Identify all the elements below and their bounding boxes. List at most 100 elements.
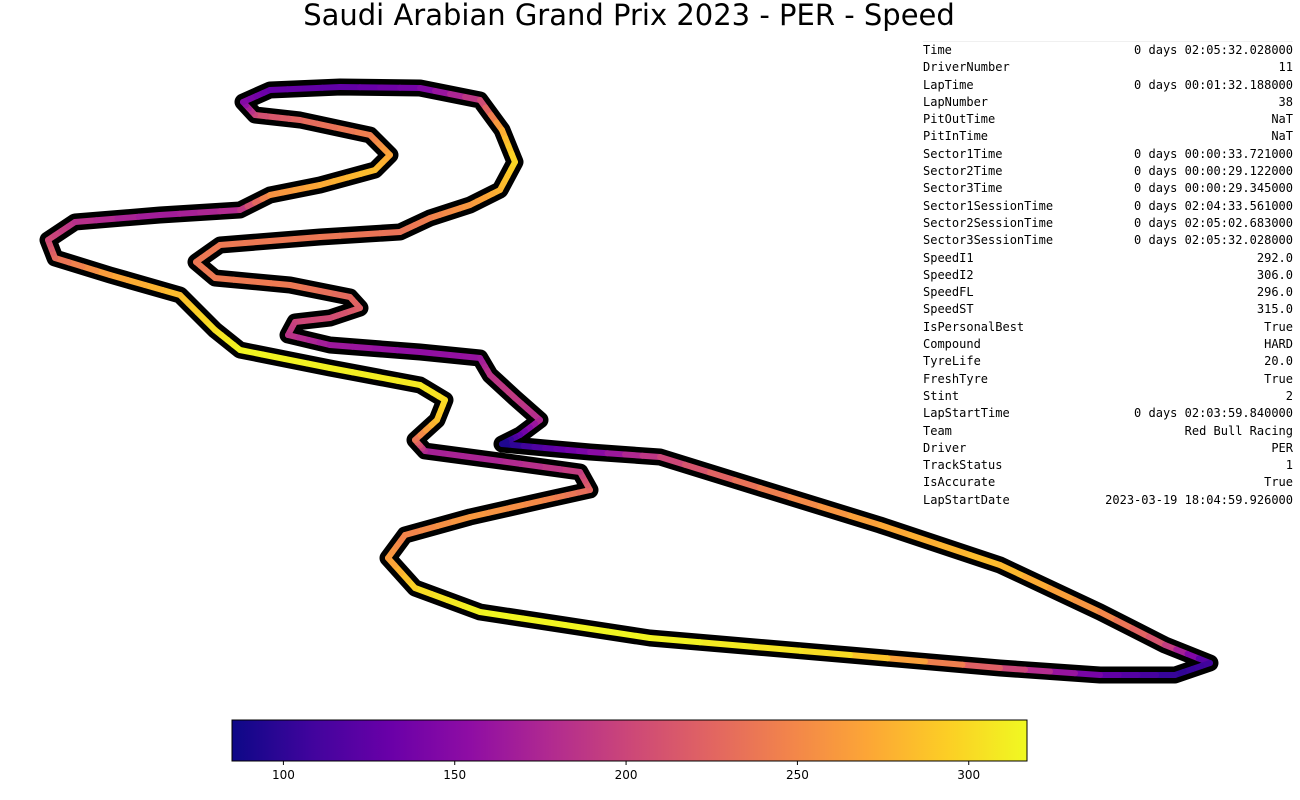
track-segment	[357, 230, 383, 238]
info-row: Team Red Bull Racing	[923, 423, 1293, 440]
info-key: Sector2SessionTime	[923, 215, 1054, 230]
info-value: True	[1264, 319, 1293, 334]
info-key: LapStartTime	[923, 406, 1010, 421]
track-segment	[1072, 597, 1103, 615]
info-value: HARD	[1264, 337, 1293, 352]
track-segment	[394, 377, 423, 388]
info-row: LapTime 0 days 00:01:32.188000	[923, 77, 1293, 94]
track-segment	[1145, 633, 1168, 648]
track-segment	[877, 522, 913, 538]
info-row: Sector1Time 0 days 00:00:33.721000	[923, 146, 1293, 163]
track-segment	[847, 652, 891, 662]
track-segment	[797, 647, 853, 658]
info-key: PitOutTime	[923, 112, 996, 127]
info-key: Sector2Time	[923, 164, 1003, 179]
track-segment	[72, 217, 100, 225]
track-segment	[292, 234, 323, 242]
track-segment	[519, 615, 568, 628]
track-segment	[124, 277, 148, 288]
track-segment	[422, 448, 447, 457]
lap-info-table: Time 0 days 02:05:32.028000 DriverNumber 11…	[923, 41, 1293, 509]
track-segment	[707, 469, 738, 484]
info-key: PitInTime	[923, 129, 989, 144]
track-segment	[249, 278, 275, 287]
track-segment	[197, 208, 223, 216]
info-row: TyreLife 20.0	[923, 353, 1293, 370]
track-segment	[349, 369, 378, 380]
info-value: 38	[1278, 94, 1293, 109]
track-segment	[499, 438, 510, 447]
info-row: IsPersonalBest True	[923, 319, 1293, 336]
info-row: PitOutTime NaT	[923, 111, 1293, 128]
info-value: NaT	[1271, 129, 1293, 144]
track-segment	[504, 501, 530, 512]
info-key: Team	[923, 423, 952, 438]
info-row: SpeedFL 296.0	[923, 284, 1293, 301]
track-segment	[1113, 617, 1136, 632]
info-key: Sector3Time	[923, 181, 1003, 196]
track-segment	[657, 454, 688, 468]
track-segment	[682, 461, 713, 476]
track-segment	[1022, 573, 1053, 592]
track-segment	[217, 240, 248, 248]
info-row: Sector3SessionTime 0 days 02:05:32.028000	[923, 232, 1293, 249]
info-value: 0 days 02:05:02.683000	[1134, 215, 1293, 230]
info-row: SpeedI1 292.0	[923, 250, 1293, 267]
track-segment	[157, 210, 183, 218]
track-segment	[107, 272, 131, 283]
info-key: LapNumber	[923, 94, 989, 109]
info-row: Sector1SessionTime 0 days 02:04:33.561000	[923, 198, 1293, 215]
track-segment	[282, 356, 311, 367]
info-key: SpeedST	[923, 302, 974, 317]
info-value: 11	[1278, 60, 1293, 75]
info-row: Compound HARD	[923, 336, 1293, 353]
track-segment	[304, 360, 333, 371]
info-key: IsPersonalBest	[923, 319, 1025, 334]
track-segment	[523, 497, 548, 508]
track-segment	[230, 276, 256, 285]
info-key: TyreLife	[923, 354, 981, 369]
track-segment	[847, 512, 883, 528]
info-key: Stint	[923, 388, 960, 403]
track-segment	[967, 552, 1003, 568]
track-segment	[317, 232, 343, 240]
track-segment	[377, 229, 403, 237]
info-value: 1	[1285, 458, 1293, 473]
info-value: 0 days 00:00:33.721000	[1134, 146, 1293, 161]
info-value: 0 days 02:05:32.028000	[1134, 233, 1293, 248]
info-value: 315.0	[1256, 302, 1293, 317]
track-segment	[959, 661, 1003, 671]
track-segment	[349, 343, 378, 352]
info-value: 2023-03-19 18:04:59.926000	[1105, 492, 1293, 507]
info-value: NaT	[1271, 112, 1293, 127]
info-value: Red Bull Racing	[1184, 423, 1293, 438]
info-value: 20.0	[1264, 354, 1293, 369]
track-segment	[459, 453, 485, 462]
track-segment	[327, 365, 356, 376]
info-row: LapNumber 38	[923, 94, 1293, 111]
info-row: LapStartTime 0 days 02:03:59.840000	[923, 405, 1293, 422]
info-row: SpeedI2 306.0	[923, 267, 1293, 284]
info-value: 296.0	[1256, 285, 1293, 300]
track-segment	[1047, 668, 1078, 677]
track-segment	[697, 639, 753, 650]
info-key: LapTime	[923, 77, 974, 92]
track-segment	[1072, 670, 1103, 678]
info-value: 0 days 02:05:32.028000	[1134, 43, 1293, 57]
info-key: Sector3SessionTime	[923, 233, 1054, 248]
info-row: Time 0 days 02:05:32.028000	[923, 42, 1293, 59]
track-segment	[907, 532, 943, 548]
track-segment	[93, 215, 121, 224]
track-segment	[884, 655, 928, 665]
info-row: DriverNumber 11	[923, 59, 1293, 76]
info-key: DriverNumber	[923, 60, 1010, 75]
track-segment	[557, 466, 583, 475]
track-segment	[372, 373, 401, 384]
info-value: 0 days 00:00:29.122000	[1134, 164, 1293, 179]
info-row: SpeedST 315.0	[923, 301, 1293, 318]
track-segment	[142, 282, 166, 293]
info-row: Sector2Time 0 days 00:00:29.122000	[923, 163, 1293, 180]
track-segment	[217, 207, 243, 215]
info-key: IsAccurate	[923, 475, 996, 490]
track-segment	[477, 609, 526, 622]
